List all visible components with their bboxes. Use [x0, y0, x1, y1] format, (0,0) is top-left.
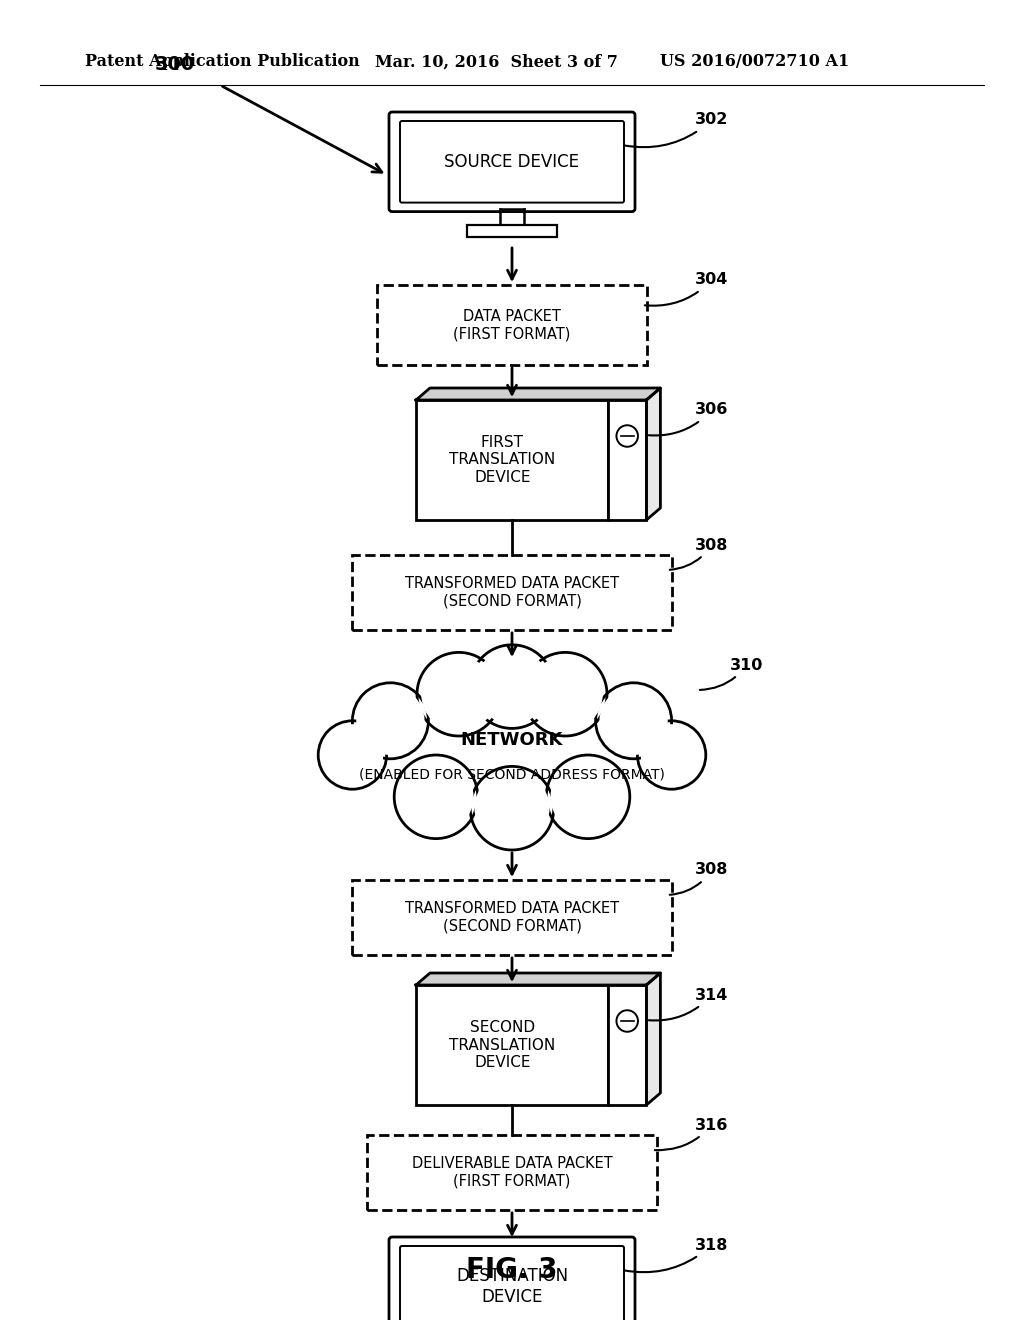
FancyBboxPatch shape: [389, 1237, 635, 1320]
Text: 300: 300: [155, 55, 196, 74]
Text: 308: 308: [670, 862, 728, 895]
FancyBboxPatch shape: [352, 554, 672, 630]
Circle shape: [528, 657, 602, 731]
Text: DELIVERABLE DATA PACKET
(FIRST FORMAT): DELIVERABLE DATA PACKET (FIRST FORMAT): [412, 1156, 612, 1189]
Circle shape: [399, 760, 473, 834]
FancyBboxPatch shape: [608, 400, 646, 520]
Circle shape: [422, 657, 496, 731]
Text: 318: 318: [625, 1238, 728, 1272]
Text: (ENABLED FOR SECOND ADDRESS FORMAT): (ENABLED FOR SECOND ADDRESS FORMAT): [359, 767, 665, 781]
Text: 316: 316: [654, 1118, 728, 1150]
Text: FIG. 3: FIG. 3: [466, 1257, 558, 1284]
Text: 304: 304: [645, 272, 728, 306]
Circle shape: [323, 725, 383, 785]
FancyBboxPatch shape: [467, 224, 557, 236]
Text: FIRST
TRANSLATION
DEVICE: FIRST TRANSLATION DEVICE: [450, 436, 556, 484]
FancyBboxPatch shape: [377, 285, 647, 366]
Polygon shape: [416, 973, 660, 985]
Circle shape: [394, 755, 478, 838]
Text: 310: 310: [699, 657, 763, 690]
Circle shape: [357, 688, 424, 754]
FancyBboxPatch shape: [416, 985, 608, 1105]
Circle shape: [546, 755, 630, 838]
Text: US 2016/0072710 A1: US 2016/0072710 A1: [660, 54, 849, 70]
FancyBboxPatch shape: [400, 1246, 624, 1320]
Circle shape: [417, 652, 501, 737]
Text: 302: 302: [625, 112, 728, 148]
Text: SECOND
TRANSLATION
DEVICE: SECOND TRANSLATION DEVICE: [450, 1020, 556, 1071]
Text: Mar. 10, 2016  Sheet 3 of 7: Mar. 10, 2016 Sheet 3 of 7: [375, 54, 617, 70]
Circle shape: [637, 721, 706, 789]
FancyBboxPatch shape: [352, 880, 672, 954]
Circle shape: [470, 767, 554, 850]
FancyBboxPatch shape: [416, 400, 608, 520]
Polygon shape: [646, 388, 660, 520]
Circle shape: [318, 721, 387, 789]
Text: DATA PACKET
(FIRST FORMAT): DATA PACKET (FIRST FORMAT): [454, 309, 570, 341]
Circle shape: [475, 649, 549, 723]
FancyBboxPatch shape: [608, 985, 646, 1105]
Text: 314: 314: [649, 987, 728, 1020]
Text: TRANSFORMED DATA PACKET
(SECOND FORMAT): TRANSFORMED DATA PACKET (SECOND FORMAT): [404, 902, 620, 933]
FancyBboxPatch shape: [367, 1135, 657, 1210]
Text: SOURCE DEVICE: SOURCE DEVICE: [444, 153, 580, 170]
Circle shape: [600, 688, 667, 754]
Text: 306: 306: [649, 403, 728, 436]
FancyBboxPatch shape: [389, 112, 635, 211]
Circle shape: [523, 652, 607, 737]
Circle shape: [551, 760, 625, 834]
Circle shape: [470, 644, 554, 729]
Circle shape: [641, 725, 701, 785]
Circle shape: [352, 682, 428, 759]
Text: 308: 308: [670, 537, 728, 570]
Text: Patent Application Publication: Patent Application Publication: [85, 54, 359, 70]
Polygon shape: [646, 973, 660, 1105]
Text: DESTINATION
DEVICE: DESTINATION DEVICE: [456, 1267, 568, 1307]
Circle shape: [596, 682, 672, 759]
Text: TRANSFORMED DATA PACKET
(SECOND FORMAT): TRANSFORMED DATA PACKET (SECOND FORMAT): [404, 577, 620, 609]
Polygon shape: [416, 388, 660, 400]
FancyBboxPatch shape: [400, 121, 624, 202]
Text: NETWORK: NETWORK: [461, 731, 563, 748]
Circle shape: [475, 771, 549, 845]
